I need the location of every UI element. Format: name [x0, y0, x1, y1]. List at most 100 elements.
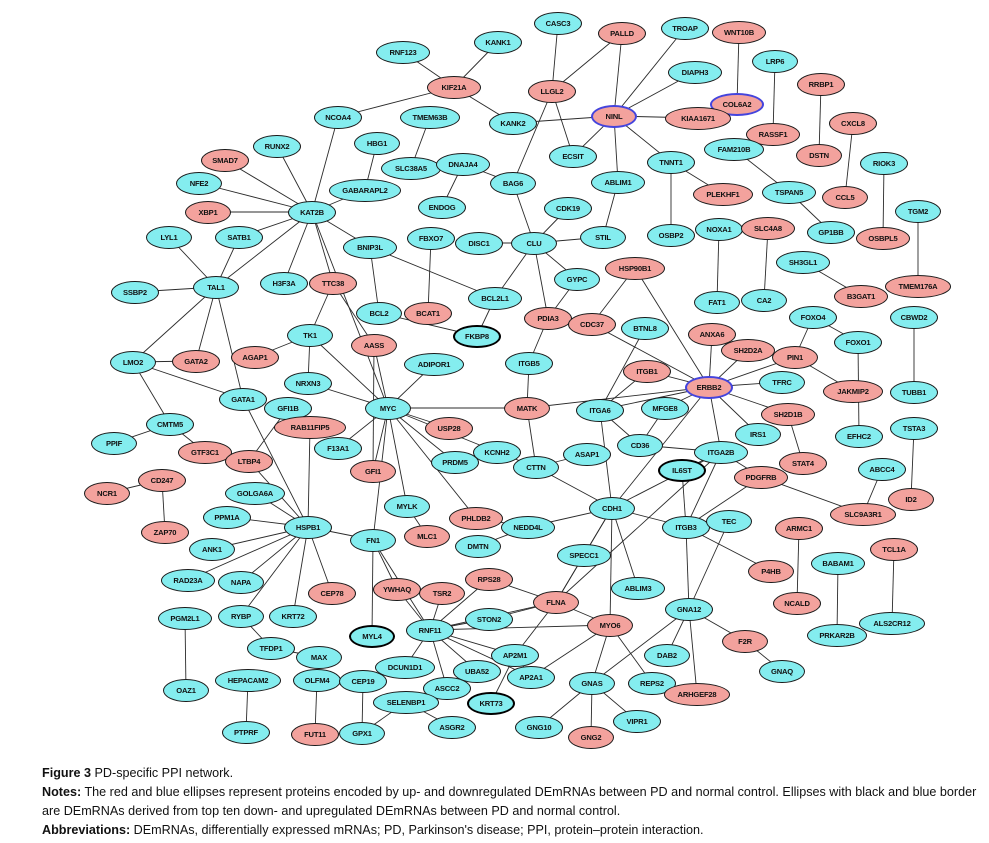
node-P4HB[interactable]: P4HB: [748, 559, 794, 583]
node-WNT10B[interactable]: WNT10B: [712, 20, 766, 44]
node-H3F3A[interactable]: H3F3A: [260, 271, 308, 295]
node-TSPAN5[interactable]: TSPAN5: [762, 180, 816, 204]
node-MYO6[interactable]: MYO6: [587, 613, 633, 637]
node-KAT2B[interactable]: KAT2B: [288, 200, 336, 224]
node-TTC38[interactable]: TTC38: [309, 271, 357, 295]
node-SELENBP1[interactable]: SELENBP1: [372, 690, 440, 714]
node-STON2[interactable]: STON2: [465, 607, 513, 631]
node-TMEM176A[interactable]: TMEM176A: [884, 274, 952, 298]
node-ERBB2[interactable]: ERBB2: [685, 375, 733, 399]
node-REPS2[interactable]: REPS2: [628, 671, 676, 695]
node-ASCC2[interactable]: ASCC2: [423, 676, 471, 700]
node-MLC1[interactable]: MLC1: [404, 524, 450, 548]
node-ID2[interactable]: ID2: [888, 487, 934, 511]
node-DSTN[interactable]: DSTN: [796, 143, 842, 167]
node-ABCC4[interactable]: ABCC4: [858, 457, 906, 481]
node-GATA2[interactable]: GATA2: [172, 349, 220, 373]
node-HSP90B1[interactable]: HSP90B1: [604, 256, 666, 280]
node-BCAT1[interactable]: BCAT1: [404, 301, 452, 325]
node-OAZ1[interactable]: OAZ1: [163, 678, 209, 702]
node-TAL1[interactable]: TAL1: [193, 275, 239, 299]
node-ECSIT[interactable]: ECSIT: [549, 144, 597, 168]
node-SLC9A3R1[interactable]: SLC9A3R1: [829, 502, 897, 526]
node-LYL1[interactable]: LYL1: [146, 225, 192, 249]
node-CDH1[interactable]: CDH1: [589, 496, 635, 520]
node-KANK1[interactable]: KANK1: [474, 30, 522, 54]
node-PDGFRB[interactable]: PDGFRB: [734, 465, 788, 489]
node-PHLDB2[interactable]: PHLDB2: [449, 506, 503, 530]
node-GNAS[interactable]: GNAS: [569, 671, 615, 695]
node-PIN1[interactable]: PIN1: [772, 345, 818, 369]
node-ZAP70[interactable]: ZAP70: [141, 520, 189, 544]
node-NFE2[interactable]: NFE2: [176, 171, 222, 195]
node-GPX1[interactable]: GPX1: [339, 721, 385, 745]
node-IRS1[interactable]: IRS1: [735, 422, 781, 446]
node-CLU[interactable]: CLU: [511, 231, 557, 255]
node-ARMC1[interactable]: ARMC1: [775, 516, 823, 540]
node-AASS[interactable]: AASS: [351, 333, 397, 357]
node-GP1BB[interactable]: GP1BB: [807, 220, 855, 244]
node-VIPR1[interactable]: VIPR1: [613, 709, 661, 733]
node-B3GAT1[interactable]: B3GAT1: [834, 284, 888, 308]
node-LLGL2[interactable]: LLGL2: [528, 79, 576, 103]
node-SPECC1[interactable]: SPECC1: [557, 543, 611, 567]
node-EFHC2[interactable]: EFHC2: [835, 424, 883, 448]
node-CDK19[interactable]: CDK19: [544, 196, 592, 220]
node-TGM2[interactable]: TGM2: [895, 199, 941, 223]
node-NCR1[interactable]: NCR1: [84, 481, 130, 505]
node-DAB2[interactable]: DAB2: [644, 643, 690, 667]
node-GNA12[interactable]: GNA12: [665, 597, 713, 621]
node-RNF11[interactable]: RNF11: [406, 618, 454, 642]
node-SMAD7[interactable]: SMAD7: [201, 148, 249, 172]
node-PGM2L1[interactable]: PGM2L1: [158, 606, 212, 630]
node-SATB1[interactable]: SATB1: [215, 225, 263, 249]
node-ITGB1[interactable]: ITGB1: [623, 359, 671, 383]
node-CD247[interactable]: CD247: [138, 468, 186, 492]
node-PRKAR2B[interactable]: PRKAR2B: [806, 623, 868, 647]
node-TUBB1[interactable]: TUBB1: [890, 380, 938, 404]
node-TCL1A[interactable]: TCL1A: [870, 537, 918, 561]
node-SLC4A8[interactable]: SLC4A8: [741, 216, 795, 240]
node-MATK[interactable]: MATK: [504, 396, 550, 420]
node-PPM1A[interactable]: PPM1A: [203, 505, 251, 529]
node-ALS2CR12[interactable]: ALS2CR12: [858, 611, 926, 635]
node-KANK2[interactable]: KANK2: [489, 111, 537, 135]
node-KIF21A[interactable]: KIF21A: [427, 75, 481, 99]
node-TK1[interactable]: TK1: [287, 323, 333, 347]
node-F13A1[interactable]: F13A1: [314, 436, 362, 460]
node-CA2[interactable]: CA2: [741, 288, 787, 312]
node-FLNA[interactable]: FLNA: [533, 590, 579, 614]
node-KCNH2[interactable]: KCNH2: [473, 440, 521, 464]
node-GNAQ[interactable]: GNAQ: [759, 659, 805, 683]
node-RNF123[interactable]: RNF123: [376, 40, 430, 64]
node-PLEKHF1[interactable]: PLEKHF1: [692, 182, 754, 206]
node-TSR2[interactable]: TSR2: [419, 581, 465, 605]
node-SSBP2[interactable]: SSBP2: [111, 280, 159, 304]
node-FBXO7[interactable]: FBXO7: [407, 226, 455, 250]
node-NCOA4[interactable]: NCOA4: [314, 105, 362, 129]
node-CDC37[interactable]: CDC37: [568, 312, 616, 336]
node-BTNL8[interactable]: BTNL8: [621, 316, 669, 340]
node-PALLD[interactable]: PALLD: [598, 21, 646, 45]
node-CBWD2[interactable]: CBWD2: [890, 305, 938, 329]
node-PDIA3[interactable]: PDIA3: [524, 306, 572, 330]
node-RASSF1[interactable]: RASSF1: [746, 122, 800, 146]
node-TFDP1[interactable]: TFDP1: [247, 636, 295, 660]
node-ITGB5[interactable]: ITGB5: [505, 351, 553, 375]
node-IL6ST[interactable]: IL6ST: [658, 458, 706, 482]
node-ABLIM1[interactable]: ABLIM1: [591, 170, 645, 194]
node-GTF3C1[interactable]: GTF3C1: [178, 440, 232, 464]
node-HBG1[interactable]: HBG1: [354, 131, 400, 155]
node-STAT4[interactable]: STAT4: [779, 451, 827, 475]
node-BAG6[interactable]: BAG6: [490, 171, 536, 195]
node-AP2A1[interactable]: AP2A1: [507, 665, 555, 689]
node-ADIPOR1[interactable]: ADIPOR1: [403, 352, 465, 376]
node-ITGA2B[interactable]: ITGA2B: [694, 440, 748, 464]
node-DISC1[interactable]: DISC1: [455, 231, 503, 255]
node-OSBPL5[interactable]: OSBPL5: [856, 226, 910, 250]
node-CMTM5[interactable]: CMTM5: [146, 412, 194, 436]
node-ARHGEF28[interactable]: ARHGEF28: [663, 682, 731, 706]
node-CASC3[interactable]: CASC3: [534, 11, 582, 35]
node-OSBP2[interactable]: OSBP2: [647, 223, 695, 247]
node-GATA1[interactable]: GATA1: [219, 387, 267, 411]
